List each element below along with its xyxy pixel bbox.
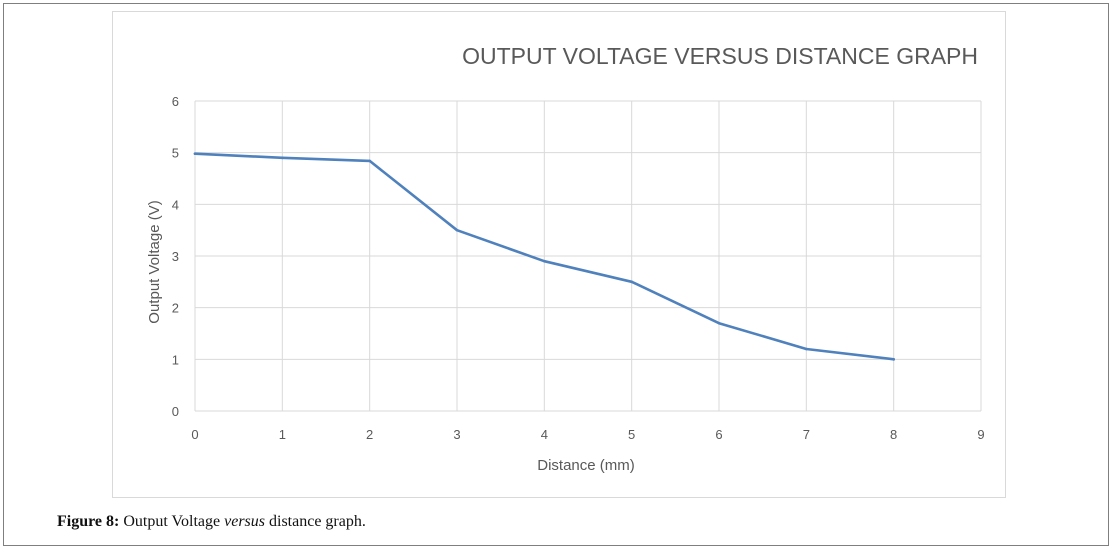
x-tick-label: 2 <box>366 427 373 442</box>
data-point <box>193 152 197 155</box>
series-group <box>193 152 896 361</box>
y-tick-label: 1 <box>172 352 179 367</box>
figure-caption: Figure 8: Output Voltage versus distance… <box>57 513 366 531</box>
data-point <box>717 321 721 325</box>
chart-title: OUTPUT VOLTAGE VERSUS DISTANCE GRAPH <box>462 43 978 69</box>
x-axis-ticks: 0 1 2 3 4 5 6 7 8 9 <box>191 427 984 442</box>
y-tick-label: 0 <box>172 404 179 419</box>
caption-label: Figure 8: <box>57 513 120 530</box>
line-chart: OUTPUT VOLTAGE VERSUS DISTANCE GRAPH 0 1 2… <box>146 43 985 474</box>
y-tick-label: 2 <box>172 301 179 316</box>
x-tick-label: 8 <box>890 427 897 442</box>
x-tick-label: 6 <box>715 427 722 442</box>
y-tick-label: 6 <box>172 94 179 109</box>
chart-area: OUTPUT VOLTAGE VERSUS DISTANCE GRAPH 0 1 2… <box>112 11 1006 498</box>
x-tick-label: 3 <box>453 427 460 442</box>
x-axis-title: Distance (mm) <box>537 457 635 474</box>
caption-text: Output Voltage <box>123 513 221 530</box>
data-point <box>368 159 371 163</box>
data-point <box>805 347 808 351</box>
x-tick-label: 1 <box>279 427 286 442</box>
caption-italic: versus <box>224 513 265 530</box>
grid-lines <box>194 100 982 412</box>
y-tick-label: 3 <box>172 249 179 264</box>
x-tick-label: 0 <box>191 427 198 442</box>
y-axis-ticks: 0 1 2 3 4 5 6 <box>172 94 179 419</box>
data-point <box>455 228 459 232</box>
x-tick-label: 9 <box>977 427 984 442</box>
y-tick-label: 4 <box>172 197 179 212</box>
x-tick-label: 7 <box>803 427 810 442</box>
figure-frame: OUTPUT VOLTAGE VERSUS DISTANCE GRAPH 0 1 2… <box>3 3 1109 546</box>
y-axis-title: Output Voltage (V) <box>146 200 163 323</box>
x-tick-label: 4 <box>541 427 548 442</box>
data-point <box>543 259 546 263</box>
y-tick-label: 5 <box>172 146 179 161</box>
caption-text-end: distance graph. <box>269 513 366 530</box>
data-point <box>630 280 633 284</box>
data-point <box>892 358 895 361</box>
data-point <box>281 156 284 160</box>
x-tick-label: 5 <box>628 427 635 442</box>
